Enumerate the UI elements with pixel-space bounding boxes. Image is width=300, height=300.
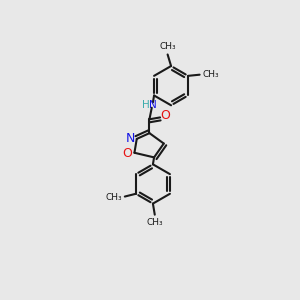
Text: N: N — [126, 132, 135, 145]
Text: H: H — [142, 100, 150, 110]
Text: CH₃: CH₃ — [159, 43, 176, 52]
Text: O: O — [160, 109, 170, 122]
Text: N: N — [148, 100, 156, 110]
Text: CH₃: CH₃ — [105, 193, 122, 202]
Text: CH₃: CH₃ — [202, 70, 219, 79]
Text: CH₃: CH₃ — [146, 218, 163, 227]
Text: O: O — [123, 147, 132, 160]
